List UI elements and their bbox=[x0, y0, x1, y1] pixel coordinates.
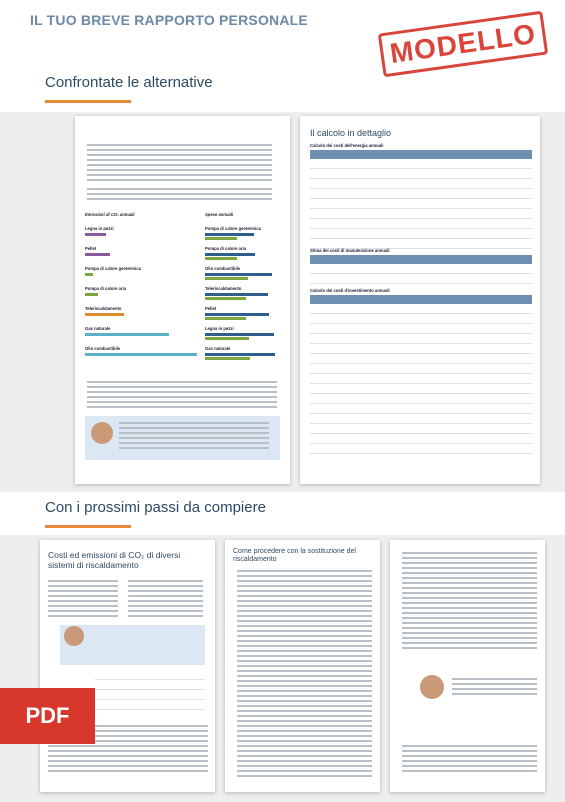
column-title: Spese annuali bbox=[205, 212, 234, 217]
text-block bbox=[119, 422, 269, 452]
item-label: Gas naturale bbox=[205, 346, 231, 351]
text-block bbox=[48, 580, 118, 620]
text-block bbox=[87, 144, 272, 184]
table-title: Stima dei costi di manutenzione annuali bbox=[310, 248, 390, 253]
bar bbox=[205, 257, 238, 260]
report-page: Il calcolo in dettaglio Calcolo dei cost… bbox=[300, 116, 540, 484]
bar bbox=[205, 297, 246, 300]
item-label: Pompa di calore geotermica bbox=[85, 266, 141, 271]
table bbox=[310, 159, 532, 259]
bar bbox=[205, 273, 272, 276]
bar bbox=[205, 313, 270, 316]
text-block bbox=[87, 188, 272, 202]
table-header bbox=[310, 295, 532, 304]
report-page bbox=[390, 540, 545, 792]
bar bbox=[205, 293, 268, 296]
bar bbox=[205, 317, 247, 320]
bar bbox=[205, 337, 250, 340]
bar bbox=[205, 277, 248, 280]
bar bbox=[205, 333, 274, 336]
table-header bbox=[310, 150, 532, 159]
section-title: Con i prossimi passi da compiere bbox=[45, 499, 266, 516]
item-label: Pompa di calore geotermica bbox=[205, 226, 261, 231]
item-label: Legna in pezzi bbox=[85, 226, 114, 231]
bar bbox=[85, 353, 197, 356]
underline bbox=[45, 525, 131, 528]
pdf-badge: PDF bbox=[0, 688, 95, 744]
table bbox=[95, 670, 205, 710]
bar bbox=[205, 353, 275, 356]
info-box bbox=[85, 416, 280, 460]
bar bbox=[205, 253, 256, 256]
avatar bbox=[91, 422, 113, 444]
text-block bbox=[402, 552, 537, 652]
report-page: Costi ed emissioni di CO₂ di diversi sis… bbox=[40, 540, 215, 792]
bar bbox=[205, 237, 237, 240]
page-title: Costi ed emissioni di CO₂ di diversi sis… bbox=[48, 550, 181, 570]
avatar bbox=[420, 675, 444, 699]
column-title: Emissioni di CO₂ annuali bbox=[85, 212, 135, 217]
text-block bbox=[402, 745, 537, 775]
bar bbox=[85, 333, 169, 336]
table-header bbox=[310, 255, 532, 264]
item-label: Olio combustibile bbox=[205, 266, 241, 271]
report-page: Emissioni di CO₂ annuali Spese annuali L… bbox=[75, 116, 290, 484]
header-title: IL TUO BREVE RAPPORTO PERSONALE bbox=[30, 12, 308, 28]
text-block bbox=[87, 381, 277, 409]
item-label: Teleriscaldamento bbox=[85, 306, 122, 311]
bar bbox=[85, 293, 98, 296]
item-label: Legna in pezzi bbox=[205, 326, 234, 331]
item-label: Pompa di calore aria bbox=[85, 286, 126, 291]
bar bbox=[85, 313, 124, 316]
table-title: Calcolo dei costi d'investimento annuali bbox=[310, 288, 390, 293]
stamp: MODELLO bbox=[377, 10, 549, 78]
bar bbox=[205, 233, 254, 236]
item-label: Pellet bbox=[85, 246, 97, 251]
item-label: Teleriscaldamento bbox=[205, 286, 242, 291]
underline bbox=[45, 100, 131, 103]
report-page: Come procedere con la sostituzione del r… bbox=[225, 540, 380, 792]
item-label: Pellet bbox=[205, 306, 217, 311]
section-title: Confrontate le alternative bbox=[45, 74, 213, 91]
table bbox=[310, 304, 532, 454]
text-block bbox=[237, 570, 372, 780]
page-title: Il calcolo in dettaglio bbox=[310, 128, 392, 138]
info-box bbox=[60, 625, 205, 665]
item-label: Pompa di calore aria bbox=[205, 246, 246, 251]
page-title: Come procedere con la sostituzione del r… bbox=[233, 548, 356, 563]
item-label: Olio combustibile bbox=[85, 346, 121, 351]
avatar bbox=[64, 626, 84, 646]
text-block bbox=[128, 580, 203, 620]
table bbox=[310, 264, 532, 284]
bar bbox=[85, 253, 110, 256]
item-label: Gas naturale bbox=[85, 326, 111, 331]
bar bbox=[205, 357, 250, 360]
text-block bbox=[452, 678, 537, 698]
bar bbox=[85, 233, 106, 236]
table-title: Calcolo dei costi dell'energia annuali bbox=[310, 143, 384, 148]
bar bbox=[85, 273, 94, 276]
